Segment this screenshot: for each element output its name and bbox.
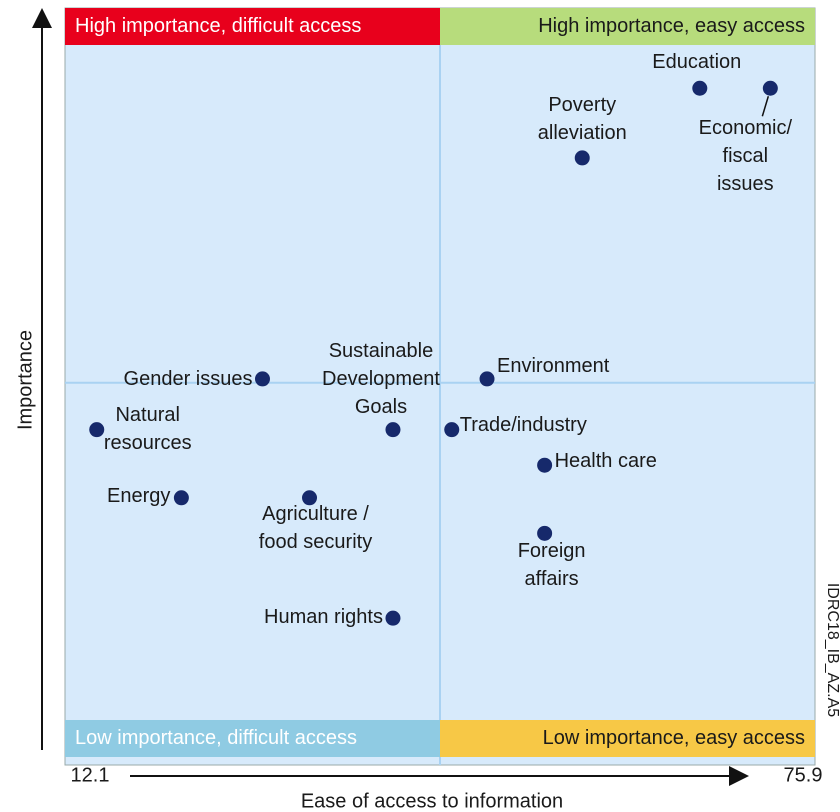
- x-tick-label: 75.9: [784, 764, 823, 786]
- quadrant-banner: [65, 720, 440, 757]
- point-label: Education: [652, 51, 742, 74]
- point: [89, 422, 105, 438]
- point-label: Agriculture / food security: [258, 502, 373, 553]
- y-axis-label: Importance: [14, 330, 36, 430]
- point: [692, 80, 708, 96]
- point-label: Gender issues: [123, 367, 253, 390]
- point-label: Natural resources: [103, 403, 192, 454]
- point-label: Environment: [497, 354, 610, 377]
- leader-line: [761, 96, 770, 117]
- point-label: Sustainable Development Goals: [322, 339, 440, 418]
- point-label: Trade/industry: [459, 413, 587, 436]
- quadrant-banner: [65, 8, 440, 45]
- point-label: Poverty alleviation: [537, 93, 627, 144]
- point-label: Health care: [554, 450, 657, 473]
- point: [762, 80, 778, 96]
- point: [302, 490, 318, 506]
- point: [574, 150, 590, 166]
- point-label: Economic/ fiscal issues: [698, 117, 793, 196]
- x-tick-label: 12.1: [71, 764, 110, 786]
- point: [479, 371, 495, 387]
- point: [173, 490, 189, 506]
- quadrant-label: Low importance, easy access: [543, 727, 805, 749]
- quadrant-label: High importance, easy access: [538, 15, 805, 37]
- point-label: Energy: [107, 484, 171, 507]
- quadrant-label: Low importance, difficult access: [75, 727, 357, 749]
- point: [537, 457, 553, 473]
- quadrant-label: High importance, difficult access: [75, 15, 361, 37]
- quadrant-banner: [440, 8, 815, 45]
- point-label: Human rights: [264, 606, 383, 629]
- x-axis-label: Ease of access to information: [301, 790, 563, 812]
- point-label: Foreign affairs: [517, 540, 586, 591]
- point: [254, 371, 270, 387]
- point: [385, 610, 401, 626]
- point: [385, 422, 401, 438]
- point: [537, 525, 553, 541]
- source-id: IDRC18_IB_AZ.A5: [824, 583, 840, 717]
- quadrant-banner: [440, 720, 815, 757]
- point: [444, 422, 460, 438]
